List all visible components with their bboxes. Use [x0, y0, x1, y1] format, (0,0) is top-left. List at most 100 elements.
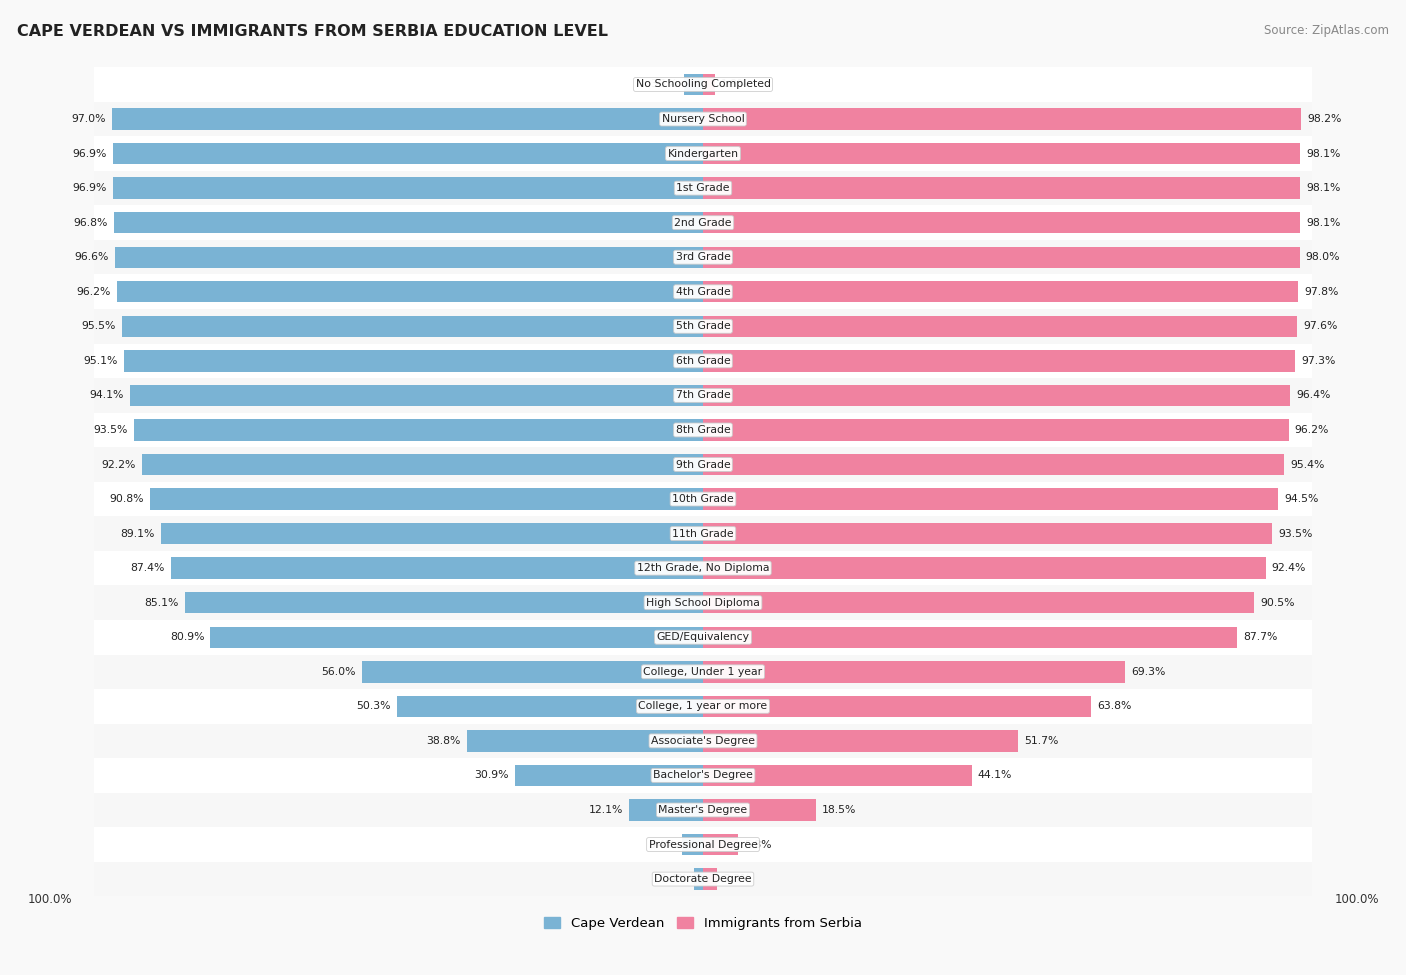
Bar	[703, 488, 1278, 510]
Text: 50.3%: 50.3%	[356, 701, 391, 712]
Text: 1.4%: 1.4%	[661, 874, 689, 884]
Bar	[682, 834, 703, 855]
Text: 2.3%: 2.3%	[723, 874, 751, 884]
Text: 5th Grade: 5th Grade	[676, 322, 730, 332]
Bar	[703, 212, 1301, 233]
Bar	[94, 862, 1312, 896]
Text: 38.8%: 38.8%	[426, 736, 461, 746]
Text: 93.5%: 93.5%	[1278, 528, 1313, 538]
Bar	[685, 74, 703, 96]
Text: 96.4%: 96.4%	[1296, 390, 1330, 401]
Bar	[703, 453, 1284, 475]
Text: 3.1%: 3.1%	[651, 80, 678, 90]
Bar	[124, 350, 703, 371]
Text: 51.7%: 51.7%	[1024, 736, 1059, 746]
Text: College, Under 1 year: College, Under 1 year	[644, 667, 762, 677]
Text: High School Diploma: High School Diploma	[647, 598, 759, 607]
Bar	[131, 385, 703, 407]
Bar	[703, 419, 1289, 441]
Bar	[94, 689, 1312, 723]
Bar	[467, 730, 703, 752]
Bar	[94, 448, 1312, 482]
Text: 96.2%: 96.2%	[77, 287, 111, 296]
Bar	[94, 101, 1312, 136]
Text: Kindergarten: Kindergarten	[668, 148, 738, 159]
Text: 98.1%: 98.1%	[1306, 183, 1341, 193]
Bar	[94, 206, 1312, 240]
Bar	[703, 143, 1301, 164]
Bar	[695, 869, 703, 890]
Text: 12th Grade, No Diploma: 12th Grade, No Diploma	[637, 564, 769, 573]
Text: 96.9%: 96.9%	[73, 148, 107, 159]
Text: 5.8%: 5.8%	[744, 839, 772, 849]
Text: 8th Grade: 8th Grade	[676, 425, 730, 435]
Text: College, 1 year or more: College, 1 year or more	[638, 701, 768, 712]
Text: 80.9%: 80.9%	[170, 632, 204, 643]
Bar	[94, 378, 1312, 412]
Bar	[703, 869, 717, 890]
Text: 11th Grade: 11th Grade	[672, 528, 734, 538]
Bar	[94, 551, 1312, 585]
Bar	[630, 800, 703, 821]
Text: 89.1%: 89.1%	[120, 528, 155, 538]
Text: 98.1%: 98.1%	[1306, 217, 1341, 228]
Bar	[703, 385, 1289, 407]
Text: 97.0%: 97.0%	[72, 114, 107, 124]
Text: 44.1%: 44.1%	[977, 770, 1012, 780]
Text: 100.0%: 100.0%	[27, 893, 72, 906]
Bar	[94, 654, 1312, 689]
Bar	[703, 108, 1301, 130]
Bar	[94, 585, 1312, 620]
Text: 100.0%: 100.0%	[1334, 893, 1379, 906]
Bar	[94, 343, 1312, 378]
Text: GED/Equivalency: GED/Equivalency	[657, 632, 749, 643]
Bar	[703, 800, 815, 821]
Bar	[94, 723, 1312, 759]
Bar	[142, 453, 703, 475]
Bar	[94, 171, 1312, 206]
Text: 92.2%: 92.2%	[101, 459, 135, 470]
Text: 95.4%: 95.4%	[1289, 459, 1324, 470]
Text: 6th Grade: 6th Grade	[676, 356, 730, 366]
Bar	[703, 281, 1299, 302]
Bar	[94, 620, 1312, 654]
Text: 1.9%: 1.9%	[721, 80, 748, 90]
Text: Master's Degree: Master's Degree	[658, 805, 748, 815]
Bar	[703, 350, 1295, 371]
Bar	[150, 488, 703, 510]
Bar	[112, 108, 703, 130]
Bar	[160, 523, 703, 544]
Text: 87.4%: 87.4%	[131, 564, 165, 573]
Text: Nursery School: Nursery School	[662, 114, 744, 124]
Bar	[703, 661, 1125, 682]
Text: 96.6%: 96.6%	[75, 253, 108, 262]
Text: 92.4%: 92.4%	[1271, 564, 1306, 573]
Text: 96.2%: 96.2%	[1295, 425, 1329, 435]
Bar	[703, 247, 1299, 268]
Bar	[121, 316, 703, 337]
Text: Bachelor's Degree: Bachelor's Degree	[652, 770, 754, 780]
Bar	[94, 517, 1312, 551]
Bar	[94, 827, 1312, 862]
Text: 90.8%: 90.8%	[110, 494, 143, 504]
Text: 63.8%: 63.8%	[1098, 701, 1132, 712]
Bar	[361, 661, 703, 682]
Bar	[94, 240, 1312, 275]
Text: 98.1%: 98.1%	[1306, 148, 1341, 159]
Text: 96.9%: 96.9%	[73, 183, 107, 193]
Text: 96.8%: 96.8%	[73, 217, 107, 228]
Text: 98.2%: 98.2%	[1308, 114, 1341, 124]
Bar	[703, 316, 1298, 337]
Bar	[184, 592, 703, 613]
Bar	[515, 764, 703, 786]
Text: 12.1%: 12.1%	[589, 805, 623, 815]
Text: No Schooling Completed: No Schooling Completed	[636, 80, 770, 90]
Bar	[703, 834, 738, 855]
Bar	[94, 759, 1312, 793]
Text: 98.0%: 98.0%	[1306, 253, 1340, 262]
Bar	[94, 136, 1312, 171]
Bar	[703, 730, 1018, 752]
Text: 30.9%: 30.9%	[474, 770, 509, 780]
Bar	[703, 764, 972, 786]
Text: 10th Grade: 10th Grade	[672, 494, 734, 504]
